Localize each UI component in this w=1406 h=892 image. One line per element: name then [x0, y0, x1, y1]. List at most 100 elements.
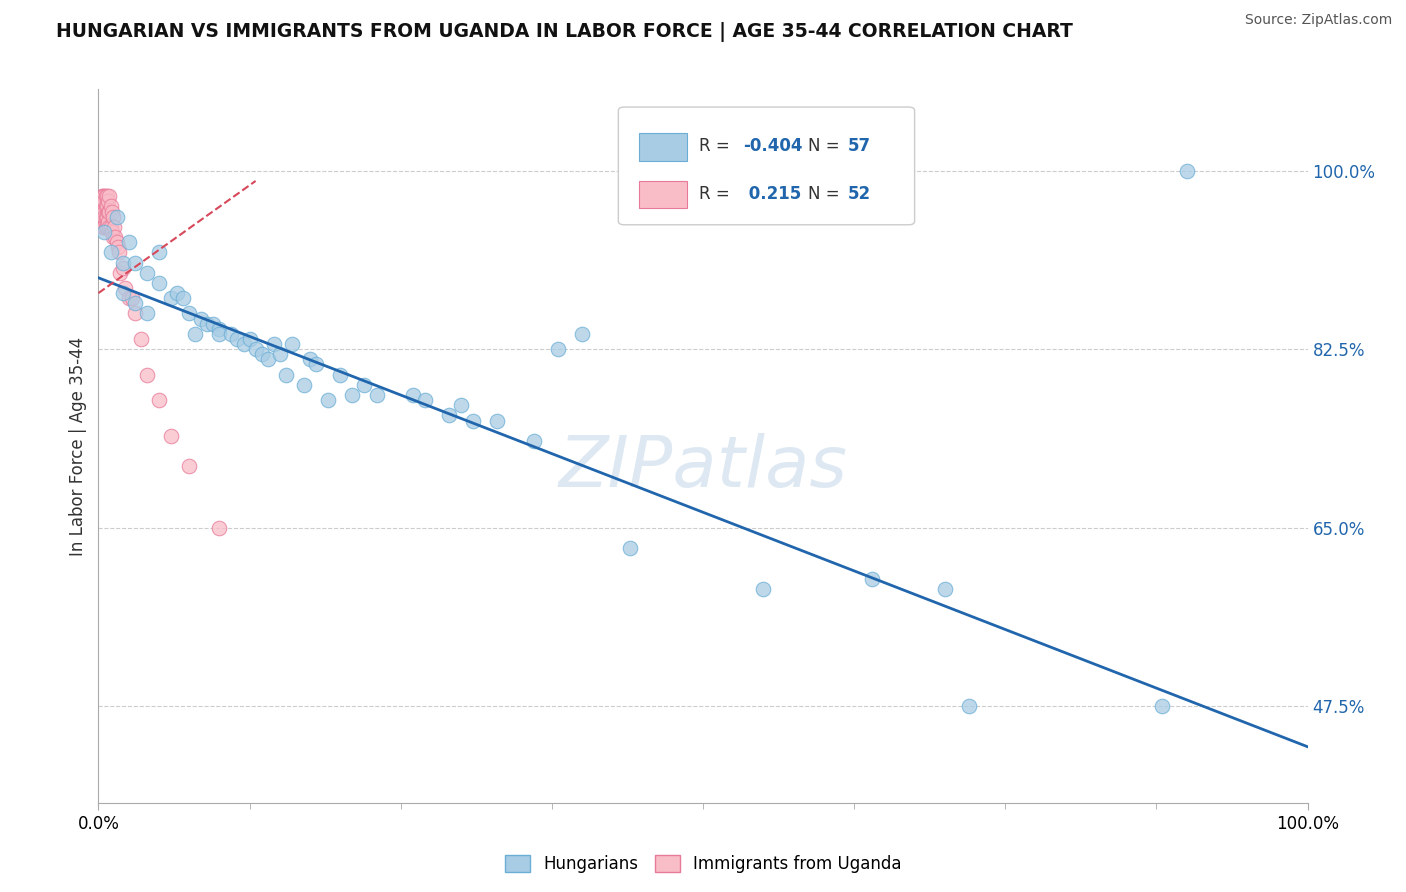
- Text: 57: 57: [848, 137, 872, 155]
- Point: [232, 337, 254, 351]
- Point: [208, 326, 231, 341]
- Point: [177, 459, 201, 474]
- Point: [93, 189, 115, 203]
- Point: [91, 210, 114, 224]
- Point: [239, 332, 262, 346]
- Point: [97, 194, 120, 209]
- Point: [305, 358, 328, 372]
- Point: [94, 189, 117, 203]
- Text: 52: 52: [848, 186, 872, 203]
- Point: [135, 368, 157, 382]
- Point: [226, 332, 249, 346]
- Point: [124, 306, 146, 320]
- Point: [103, 219, 125, 234]
- Point: [437, 409, 460, 423]
- Point: [91, 199, 114, 213]
- Point: [135, 306, 157, 320]
- Text: N =: N =: [808, 186, 845, 203]
- Text: N =: N =: [808, 137, 845, 155]
- Point: [1152, 698, 1174, 713]
- Y-axis label: In Labor Force | Age 35-44: In Labor Force | Age 35-44: [69, 336, 87, 556]
- Text: 0.215: 0.215: [742, 186, 801, 203]
- Point: [281, 337, 304, 351]
- Text: HUNGARIAN VS IMMIGRANTS FROM UGANDA IN LABOR FORCE | AGE 35-44 CORRELATION CHART: HUNGARIAN VS IMMIGRANTS FROM UGANDA IN L…: [56, 22, 1073, 42]
- Point: [91, 199, 114, 213]
- Point: [105, 210, 128, 224]
- Point: [221, 326, 243, 341]
- Point: [96, 210, 118, 224]
- Point: [121, 291, 143, 305]
- Point: [91, 189, 114, 203]
- Point: [124, 296, 146, 310]
- Point: [98, 189, 121, 203]
- FancyBboxPatch shape: [638, 134, 688, 161]
- Point: [263, 337, 285, 351]
- Point: [190, 311, 212, 326]
- Point: [93, 210, 115, 224]
- Point: [402, 388, 425, 402]
- Point: [342, 388, 364, 402]
- Point: [172, 291, 194, 305]
- Point: [100, 219, 122, 234]
- Point: [118, 291, 141, 305]
- Point: [523, 434, 546, 448]
- Point: [111, 260, 134, 275]
- Point: [90, 204, 112, 219]
- Point: [91, 204, 114, 219]
- Point: [93, 225, 115, 239]
- Point: [94, 219, 117, 234]
- Point: [129, 332, 152, 346]
- Text: -0.404: -0.404: [742, 137, 803, 155]
- Text: R =: R =: [699, 186, 735, 203]
- Point: [101, 210, 124, 224]
- Point: [245, 342, 267, 356]
- Text: R =: R =: [699, 137, 735, 155]
- Point: [148, 276, 170, 290]
- Point: [101, 230, 124, 244]
- Point: [108, 245, 131, 260]
- Point: [208, 322, 231, 336]
- Point: [105, 235, 128, 249]
- Point: [463, 413, 485, 427]
- Point: [160, 429, 183, 443]
- Point: [292, 377, 315, 392]
- Legend: Hungarians, Immigrants from Uganda: Hungarians, Immigrants from Uganda: [498, 848, 908, 880]
- Point: [111, 286, 134, 301]
- Point: [256, 352, 278, 367]
- Point: [752, 582, 775, 596]
- Point: [97, 204, 120, 219]
- Point: [353, 377, 375, 392]
- Point: [298, 352, 321, 367]
- Point: [1175, 163, 1198, 178]
- Point: [177, 306, 201, 320]
- Point: [100, 225, 122, 239]
- Point: [135, 266, 157, 280]
- Point: [100, 245, 122, 260]
- Point: [957, 698, 980, 713]
- Point: [619, 541, 641, 555]
- Point: [571, 326, 593, 341]
- Point: [274, 368, 297, 382]
- Point: [111, 255, 134, 269]
- Point: [98, 219, 121, 234]
- Point: [91, 189, 114, 203]
- Point: [97, 215, 120, 229]
- Point: [250, 347, 273, 361]
- Point: [184, 326, 207, 341]
- Point: [547, 342, 569, 356]
- Point: [100, 204, 122, 219]
- Point: [93, 194, 115, 209]
- Point: [486, 413, 509, 427]
- Point: [104, 230, 127, 244]
- Point: [96, 219, 118, 234]
- Point: [96, 189, 118, 203]
- Point: [108, 266, 131, 280]
- Point: [195, 317, 218, 331]
- Point: [450, 398, 472, 412]
- Point: [124, 255, 146, 269]
- Point: [860, 572, 883, 586]
- FancyBboxPatch shape: [619, 107, 915, 225]
- Point: [118, 235, 141, 249]
- Point: [413, 393, 436, 408]
- Point: [329, 368, 352, 382]
